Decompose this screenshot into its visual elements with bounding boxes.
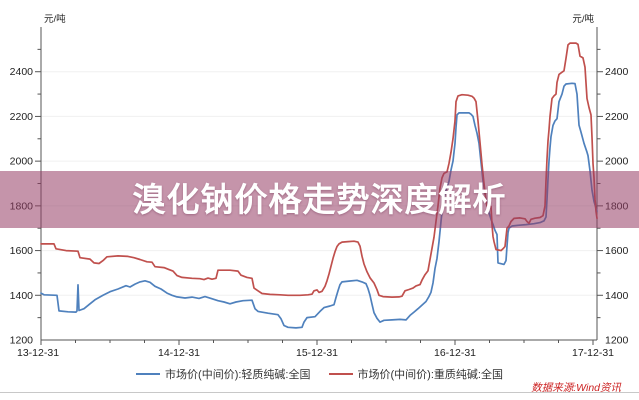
page-title: 溴化钠价格走势深度解析 [132, 181, 507, 218]
y-axis-label: 1200 [10, 335, 34, 347]
legend-label: 市场价(中间价):重质纯碱:全国 [357, 369, 503, 381]
legend-label: 市场价(中间价):轻质纯碱:全国 [165, 369, 311, 381]
legend-line-swatch-blue [136, 373, 161, 375]
legend-item-light-soda-ash: 市场价(中间价):轻质纯碱:全国 [136, 366, 311, 382]
title-banner: 溴化钠价格走势深度解析 [0, 171, 639, 228]
data-source-note: 数据来源:Wind资讯 [531, 382, 621, 394]
x-axis-label: 15-12-31 [296, 347, 338, 359]
unit-label-left: 元/吨 [44, 13, 66, 25]
chart-legend: 市场价(中间价):轻质纯碱:全国 市场价(中间价):重质纯碱:全国 [0, 367, 639, 381]
y-axis-label-right: 2000 [605, 156, 629, 168]
x-axis-label: 16-12-31 [434, 347, 476, 359]
x-tick-labels: 13-12-31 14-12-31 15-12-31 16-12-31 17-12-31 [17, 347, 614, 359]
y-axis-label-right: 1600 [605, 245, 629, 257]
x-axis-label: 13-12-31 [17, 347, 59, 359]
y-axis-label-left: 1400 [10, 290, 34, 302]
x-ticks [40, 340, 594, 345]
x-axis-label: 17-12-31 [572, 347, 614, 359]
legend-item-dense-soda-ash: 市场价(中间价):重质纯碱:全国 [328, 366, 503, 382]
y-axis-label-right: 2200 [605, 111, 629, 123]
y-axis-label-left: 2200 [10, 111, 34, 123]
y-axis-label-right: 2400 [605, 66, 629, 78]
y-axis-label: 1200 [605, 335, 629, 347]
y-axis-label-right: 1400 [605, 290, 629, 302]
y-axis-label-left: 2400 [10, 66, 34, 78]
separator-line [0, 392, 639, 393]
y-axis-label-left: 2000 [10, 156, 34, 168]
x-axis-label: 14-12-31 [158, 347, 200, 359]
unit-label-right: 元/吨 [572, 13, 594, 25]
legend-line-swatch-red [328, 373, 353, 375]
series-line-dense-soda-ash [40, 42, 598, 298]
y-axis-label-left: 1600 [10, 245, 34, 257]
